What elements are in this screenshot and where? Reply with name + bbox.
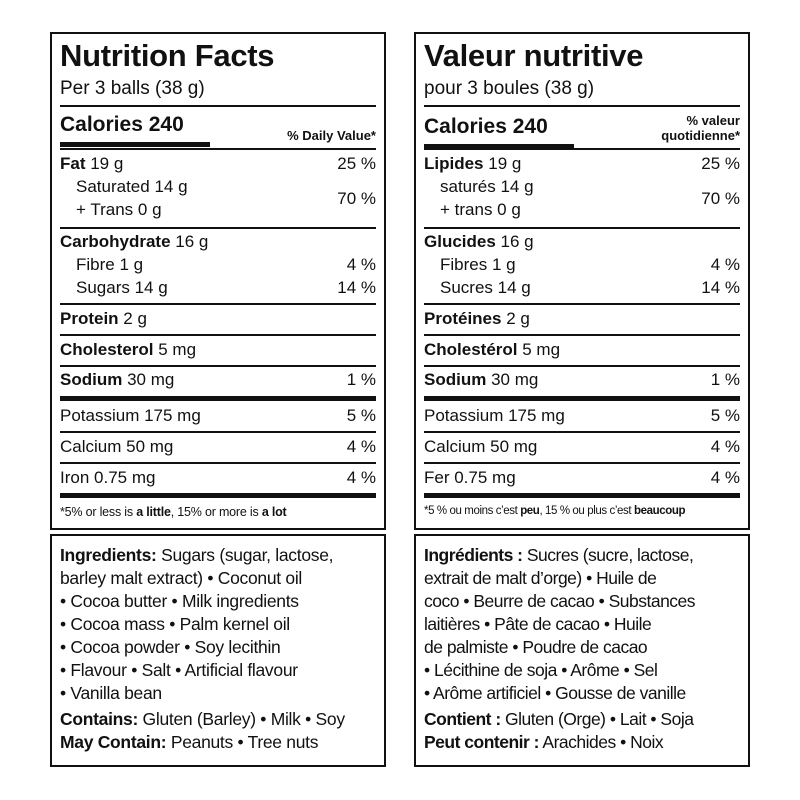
ingredients-text: Ingrédients : Sucres (sucre, lactose, ex… [424,544,740,754]
sodium-row: Sodium 30 mg 1 % [424,370,740,389]
divider [60,227,376,229]
nf-title: Valeur nutritive [424,38,644,73]
trans-row: + trans 0 g [440,200,521,219]
saturated-row: saturés 14 g [440,177,534,196]
carbohydrate-row: Carbohydrate 16 g [60,232,209,251]
divider [60,303,376,305]
sugars-row: Sucres 14 g 14 % [440,278,740,297]
daily-value-header: % Daily Value* [287,128,376,143]
carbohydrate-row: Glucides 16 g [424,232,534,251]
ingredients-text: Ingredients: Sugars (sugar, lactose, bar… [60,544,376,754]
divider [424,303,740,305]
fat-row: Fat 19 g 25 % [60,154,376,173]
divider [424,431,740,433]
calories-underline [424,144,574,149]
cholesterol-row: Cholesterol 5 mg [60,340,197,359]
nf-title: Nutrition Facts [60,38,275,73]
calories: Calories 240 [424,115,548,138]
allergen-may-contain: May Contain: Peanuts • Tree nuts [60,732,319,752]
iron-row: Iron 0.75 mg 4 % [60,468,376,487]
serving-size: pour 3 boules (38 g) [424,78,595,99]
divider [60,462,376,464]
saturated-trans-pct: 70 % [701,189,740,208]
protein-row: Protéines 2 g [424,309,530,328]
divider [424,462,740,464]
divider [60,365,376,367]
ingredients-panel-en: Ingredients: Sugars (sugar, lactose, bar… [50,534,386,767]
footnote: *5 % ou moins c’est peu, 15 % ou plus c’… [424,505,686,517]
saturated-trans-pct: 70 % [337,189,376,208]
iron-row: Fer 0.75 mg 4 % [424,468,740,487]
thick-divider [60,396,376,401]
calories: Calories 240 [60,113,184,136]
footnote: *5% or less is a little, 15% or more is … [60,505,287,519]
serving-size: Per 3 balls (38 g) [60,78,205,99]
divider [424,334,740,336]
calcium-row: Calcium 50 mg 4 % [424,437,740,456]
divider [424,365,740,367]
divider [60,148,376,150]
potassium-row: Potassium 175 mg 5 % [60,406,376,425]
divider [60,105,376,107]
allergen-contains: Contains: Gluten (Barley) • Milk • Soy [60,709,345,729]
ingredients-panel-fr: Ingrédients : Sucres (sucre, lactose, ex… [414,534,750,767]
thick-divider [60,493,376,498]
allergen-contains: Contient : Gluten (Orge) • Lait • Soja [424,709,694,729]
sodium-row: Sodium 30 mg 1 % [60,370,376,389]
divider [424,105,740,107]
protein-row: Protein 2 g [60,309,147,328]
calcium-row: Calcium 50 mg 4 % [60,437,376,456]
saturated-row: Saturated 14 g [76,177,188,196]
nutrition-facts-panel-en: Nutrition Facts Per 3 balls (38 g) Calor… [50,32,386,530]
potassium-row: Potassium 175 mg 5 % [424,406,740,425]
nutrition-facts-panel-fr: Valeur nutritive pour 3 boules (38 g) Ca… [414,32,750,530]
sugars-row: Sugars 14 g 14 % [76,278,376,297]
fat-row: Lipides 19 g 25 % [424,154,740,173]
calories-underline [60,142,210,147]
allergen-may-contain: Peut contenir : Arachides • Noix [424,732,664,752]
trans-row: + Trans 0 g [76,200,162,219]
daily-value-header: % valeur quotidienne* [661,113,740,143]
thick-divider [424,396,740,401]
divider [424,148,740,150]
divider [60,334,376,336]
divider [60,431,376,433]
cholesterol-row: Cholestérol 5 mg [424,340,561,359]
thick-divider [424,493,740,498]
divider [424,227,740,229]
